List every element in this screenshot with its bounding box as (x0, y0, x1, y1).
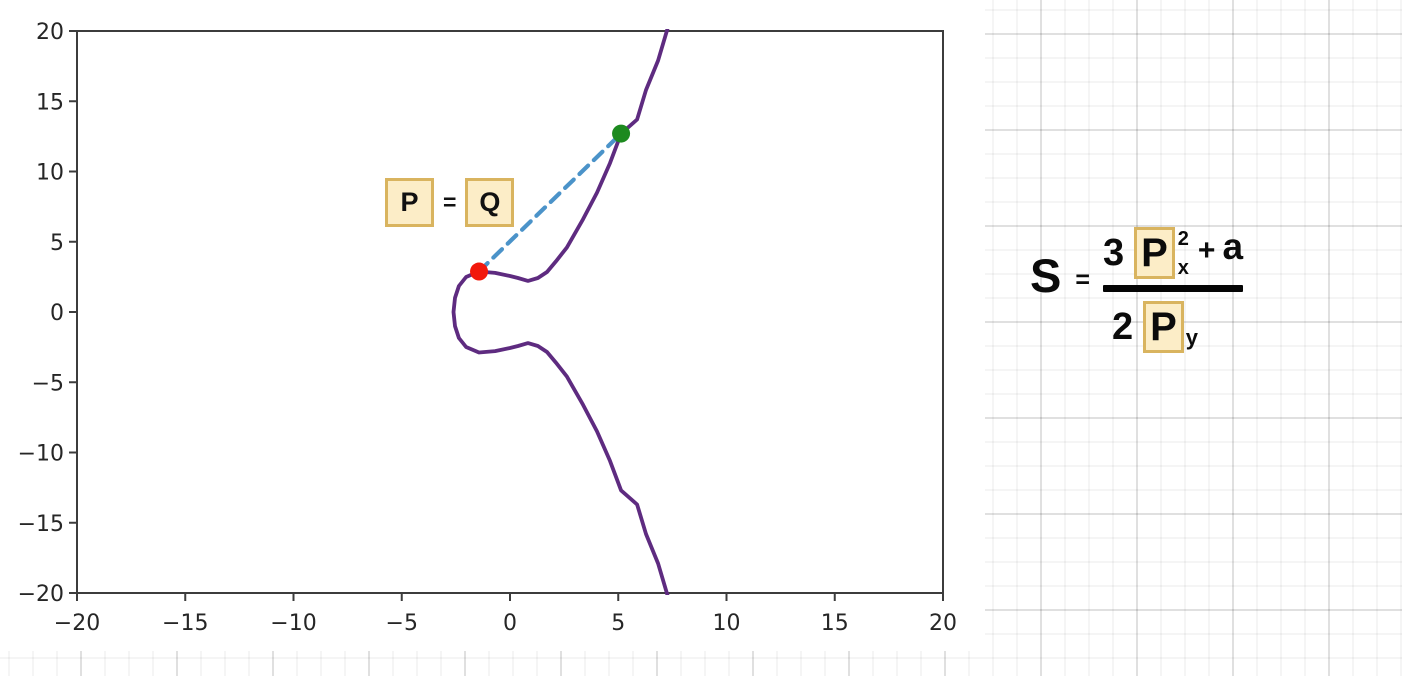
elliptic-curve (451, 29, 670, 595)
y-tick-label: 20 (36, 20, 64, 45)
x-tick-label: −5 (386, 611, 418, 636)
y-tick-label: 15 (36, 90, 64, 115)
q-label-box: Q (465, 178, 515, 227)
y-tick-label: −10 (18, 442, 64, 467)
denominator-coefficient: 2 (1111, 305, 1134, 348)
x-tick-label: −15 (162, 611, 208, 636)
y-tick-label: 0 (50, 301, 64, 326)
subscript-x: x (1177, 256, 1189, 279)
point-P-marker (470, 262, 489, 281)
y-tick-label: 10 (36, 161, 64, 186)
y-tick-label: −20 (18, 582, 64, 607)
curve-parameter-a: a (1222, 226, 1244, 267)
slope-formula: S = 3 P 2 x + a 2 P y (1030, 224, 1244, 354)
fraction-bar (1102, 285, 1244, 292)
y-tick-label: 5 (50, 231, 64, 256)
py-highlight-box: P (1143, 301, 1184, 353)
x-tick-label: 10 (713, 611, 741, 636)
tangent-line (476, 131, 624, 274)
px-scripts: 2 x (1178, 229, 1189, 278)
x-tick-label: 20 (929, 611, 957, 636)
fraction: 3 P 2 x + a 2 P y (1102, 224, 1244, 354)
point-2P-intersection-marker (612, 124, 631, 143)
x-tick-label: 5 (611, 611, 625, 636)
plot-figure: −20 −15 −10 −5 0 5 10 15 20 −20 −15 −10 −5 0 5 10 15 20 P… (17, 20, 957, 636)
x-tick-label: 15 (821, 611, 849, 636)
y-tick-label: −15 (18, 512, 64, 537)
fraction-numerator: 3 P 2 x + a (1103, 224, 1243, 282)
elliptic-curve-plot: −20 −15 −10 −5 0 5 10 15 20 −20 −15 −10 −5 0 5 10 15 20 (18, 20, 957, 636)
x-tick-label: −20 (54, 611, 100, 636)
equals-sign: = (443, 189, 457, 215)
exponent: 2 (1177, 227, 1189, 250)
x-tick-label: 0 (503, 611, 517, 636)
p-label-box: P (385, 178, 434, 227)
formula-equals-sign: = (1075, 265, 1090, 294)
fraction-denominator: 2 P y (1112, 300, 1198, 354)
point-label-annotation: P = Q (385, 178, 515, 227)
plus-sign: + (1197, 234, 1216, 267)
slope-variable: S (1030, 248, 1063, 302)
y-tick-label: −5 (32, 371, 64, 396)
px-highlight-box: P (1134, 227, 1175, 279)
x-tick-label: −10 (270, 611, 316, 636)
axes-frame (76, 30, 944, 594)
numerator-coefficient: 3 (1102, 231, 1125, 274)
subscript-y: y (1185, 325, 1199, 350)
